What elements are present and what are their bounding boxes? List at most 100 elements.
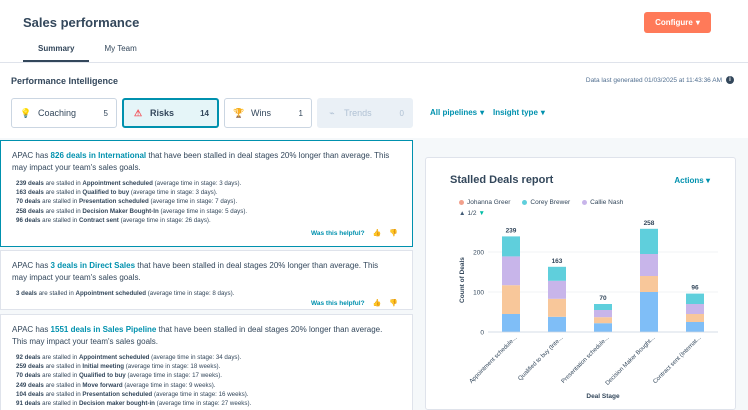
legend-label: Callie Nash — [590, 199, 624, 206]
configure-label: Configure — [655, 18, 693, 27]
insight-type-dropdown[interactable]: Insight type ▾ — [493, 108, 545, 117]
legend-prev-icon[interactable]: ▲ — [459, 210, 466, 217]
y-tick-label: 200 — [473, 250, 484, 257]
bar-segment — [548, 280, 566, 299]
list-item: 96 deals are stalled in Contract sent (a… — [16, 216, 211, 224]
bar-segment — [594, 323, 612, 332]
bar-segment — [502, 236, 520, 257]
card-count: 14 — [200, 108, 209, 118]
bar-segment — [640, 292, 658, 332]
x-tick-label: Appointment schedule... — [469, 335, 519, 385]
thumbs-up-icon[interactable]: 👍 — [372, 300, 382, 307]
actions-label: Actions — [674, 176, 704, 185]
list-item: 70 deals are stalled in Presentation sch… — [16, 198, 238, 206]
list-item: 163 deals are stalled in Qualified to bu… — [16, 189, 218, 197]
tab-summary[interactable]: Summary — [23, 40, 90, 62]
insight-card[interactable]: APAC has 826 deals in International that… — [0, 140, 413, 247]
list-item: 259 deals are stalled in Initial meeting… — [16, 363, 221, 371]
legend-next-icon[interactable]: ▼ — [478, 210, 485, 217]
bar-segment — [686, 293, 704, 304]
bar-segment — [548, 298, 566, 317]
x-tick-label: Contract sent (Internat... — [652, 335, 702, 385]
info-icon[interactable]: i — [726, 76, 734, 84]
legend-swatch — [522, 199, 528, 205]
headline-prefix: APAC has — [12, 261, 51, 270]
deals-link[interactable]: 3 deals in Direct Sales — [50, 261, 136, 270]
x-tick-label: Presentation schedule... — [561, 335, 611, 385]
list-item: 70 deals are stalled in Qualified to buy… — [16, 372, 223, 380]
thumbs-down-icon[interactable]: 👎 — [389, 300, 398, 307]
bar-segment — [502, 285, 520, 314]
bar-total-label: 258 — [644, 220, 655, 227]
insight-headline: APAC has 1551 deals in Sales Pipeline th… — [12, 324, 392, 348]
legend-item[interactable]: Callie Nash — [582, 199, 623, 206]
list-item: 92 deals are stalled in Appointment sche… — [16, 354, 242, 361]
x-tick-label: Decision Maker Bought... — [605, 335, 657, 387]
list-item: 3 deals are stalled in Appointment sched… — [16, 290, 235, 297]
card-coaching[interactable]: 💡 Coaching 5 — [11, 98, 117, 128]
bar-segment — [594, 317, 612, 324]
insights-list: APAC has 826 deals in International that… — [0, 140, 413, 410]
list-item: 104 deals are stalled in Presentation sc… — [16, 390, 249, 398]
card-label: Wins — [251, 108, 271, 118]
bar-segment — [686, 304, 704, 314]
bar-segment — [548, 316, 566, 332]
card-label: Coaching — [38, 108, 77, 118]
bar-segment — [548, 266, 566, 281]
bar-total-label: 239 — [506, 227, 517, 234]
report-title: Stalled Deals report — [450, 174, 554, 186]
stalled-deals-chart: 0 100 200 Count of Deals 239 Appointment sche… — [459, 220, 718, 400]
trend-icon: ⌁ — [329, 107, 335, 118]
helpful-label: Was this helpful? — [310, 229, 365, 237]
helpful-label: Was this helpful? — [310, 299, 365, 307]
thumbs-up-icon[interactable]: 👍 — [372, 230, 382, 237]
insight-card[interactable]: APAC has 1551 deals in Sales Pipeline th… — [0, 314, 413, 410]
y-tick-label: 0 — [480, 330, 484, 337]
card-label: Trends — [344, 108, 372, 118]
deals-link[interactable]: 826 deals in International — [50, 151, 147, 160]
bar-segment — [640, 228, 658, 254]
configure-button[interactable]: Configure ▾ — [644, 12, 711, 33]
headline-prefix: APAC has — [12, 151, 51, 160]
tab-my-team[interactable]: My Team — [104, 44, 137, 53]
card-risks[interactable]: ⚠ Risks 14 — [122, 98, 219, 128]
data-generated-info: Data last generated 01/03/2025 at 11:43:… — [586, 76, 734, 84]
helpful-feedback: Was this helpful? 👍 👎 — [310, 229, 398, 238]
deals-link[interactable]: 1551 deals in Sales Pipeline — [50, 325, 157, 334]
legend-label: Johanna Greer — [467, 199, 511, 206]
list-item: 239 deals are stalled in Appointment sch… — [16, 180, 242, 187]
headline-suffix: that have been stalled in deal stages 20… — [12, 261, 379, 282]
card-count: 0 — [399, 108, 404, 118]
page-title: Sales performance — [23, 15, 140, 30]
list-item: 91 deals are stalled in Decision maker b… — [16, 400, 252, 408]
pipelines-label: All pipelines — [430, 108, 478, 117]
bar-total-label: 70 — [599, 295, 607, 302]
card-count: 1 — [298, 108, 303, 118]
bar-segment — [502, 314, 520, 332]
caret-down-icon: ▾ — [695, 18, 700, 27]
helpful-feedback: Was this helpful? 👍 👎 — [310, 299, 398, 308]
bar-segment — [640, 276, 658, 292]
thumbs-down-icon[interactable]: 👎 — [389, 230, 398, 237]
bar-total-label: 163 — [552, 258, 563, 265]
pipelines-dropdown[interactable]: All pipelines ▾ — [430, 108, 484, 117]
headline-suffix: that have been stalled in deal stages 20… — [12, 151, 390, 172]
bar-segment — [640, 254, 658, 276]
bar-segment — [594, 310, 612, 318]
legend-item[interactable]: Corey Brewer — [522, 199, 570, 206]
y-axis-label: Count of Deals — [459, 257, 466, 303]
actions-dropdown[interactable]: Actions ▾ — [674, 176, 710, 185]
trophy-icon: 🏆 — [233, 107, 245, 118]
legend-item[interactable]: Johanna Greer — [459, 199, 510, 206]
insight-type-cards: 💡 Coaching 5 ⚠ Risks 14 🏆 Wins 1 ⌁ Trend… — [11, 98, 413, 128]
card-wins[interactable]: 🏆 Wins 1 — [224, 98, 312, 128]
caret-down-icon: ▾ — [480, 108, 485, 117]
stalled-list: 239 deals are stalled in Appointment sch… — [12, 179, 402, 225]
divider — [0, 62, 748, 63]
insight-card[interactable]: APAC has 3 deals in Direct Sales that ha… — [0, 250, 413, 310]
stalled-list: 92 deals are stalled in Appointment sche… — [12, 353, 402, 408]
list-item: 249 deals are stalled in Move forward (a… — [16, 381, 216, 389]
insight-headline: APAC has 826 deals in International that… — [12, 150, 392, 174]
bar-segment — [686, 322, 704, 332]
caret-down-icon: ▾ — [705, 176, 710, 185]
